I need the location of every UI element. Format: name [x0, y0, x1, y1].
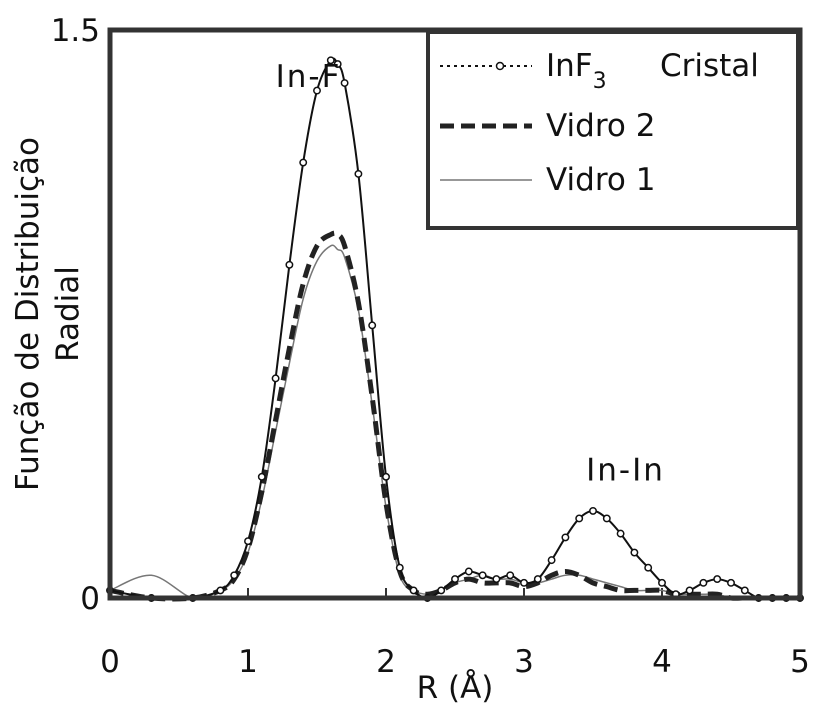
data-point [616, 529, 625, 538]
x-tick-label: 3 [514, 644, 534, 680]
annotations: In-F In-In [276, 59, 665, 489]
data-point [437, 586, 446, 595]
x-axis-label: R (Å) [417, 670, 494, 706]
data-point [644, 563, 653, 572]
series-line [109, 244, 800, 600]
data-point [506, 571, 515, 580]
data-point [382, 472, 390, 481]
data-point [285, 260, 294, 269]
data-point [699, 578, 708, 587]
data-point [244, 537, 252, 546]
data-point [354, 169, 363, 178]
series-layer [106, 56, 804, 602]
data-point [395, 563, 404, 572]
data-point [313, 86, 321, 95]
data-point [492, 575, 501, 584]
x-tick-label: 1 [238, 644, 258, 680]
data-point [326, 56, 335, 65]
x-tick-label: 4 [652, 644, 672, 680]
y-tick-label: 1.5 [51, 13, 100, 49]
data-point [658, 578, 666, 587]
data-point [230, 571, 239, 580]
annotation-label: In-F [276, 59, 342, 95]
data-point [409, 586, 418, 595]
data-point [257, 472, 266, 481]
data-point [575, 514, 584, 523]
x-tick-label: 2 [376, 644, 396, 680]
data-point [368, 321, 377, 330]
series-0 [106, 56, 804, 602]
series-line [109, 230, 800, 602]
legend-label: Vidro 2 [546, 108, 655, 144]
y-axis-label: Função de Distribuição Radial [10, 137, 86, 491]
data-point [216, 586, 225, 595]
data-point [520, 578, 528, 587]
y-axis-label-line-1: Função de Distribuição [10, 137, 46, 491]
data-point [589, 506, 597, 515]
x-tick-label: 0 [100, 644, 120, 680]
data-point [547, 556, 556, 565]
data-point [533, 575, 542, 584]
data-point [464, 567, 473, 576]
legend-marker [495, 61, 505, 71]
data-point [451, 575, 459, 584]
data-point [333, 60, 342, 69]
data-point [561, 533, 570, 542]
data-point [727, 578, 735, 587]
data-point [299, 158, 308, 167]
tick-labels: 0 1 2 3 4 5 0 1.5 [51, 13, 810, 680]
data-point [740, 586, 749, 595]
data-point [602, 514, 611, 523]
legend-label: Vidro 1 [546, 162, 655, 198]
data-point [630, 548, 639, 557]
y-tick-label: 0 [80, 581, 100, 617]
data-point [713, 575, 722, 584]
data-point [685, 586, 694, 595]
data-point [271, 374, 280, 383]
data-point [340, 79, 349, 87]
legend-box [426, 30, 800, 230]
data-point [478, 571, 487, 580]
series-2 [109, 244, 800, 600]
y-axis-label-line-2: Radial [50, 266, 86, 362]
series-1 [109, 230, 800, 602]
x-tick-label: 5 [790, 644, 810, 680]
annotation-label: In-In [586, 453, 665, 489]
